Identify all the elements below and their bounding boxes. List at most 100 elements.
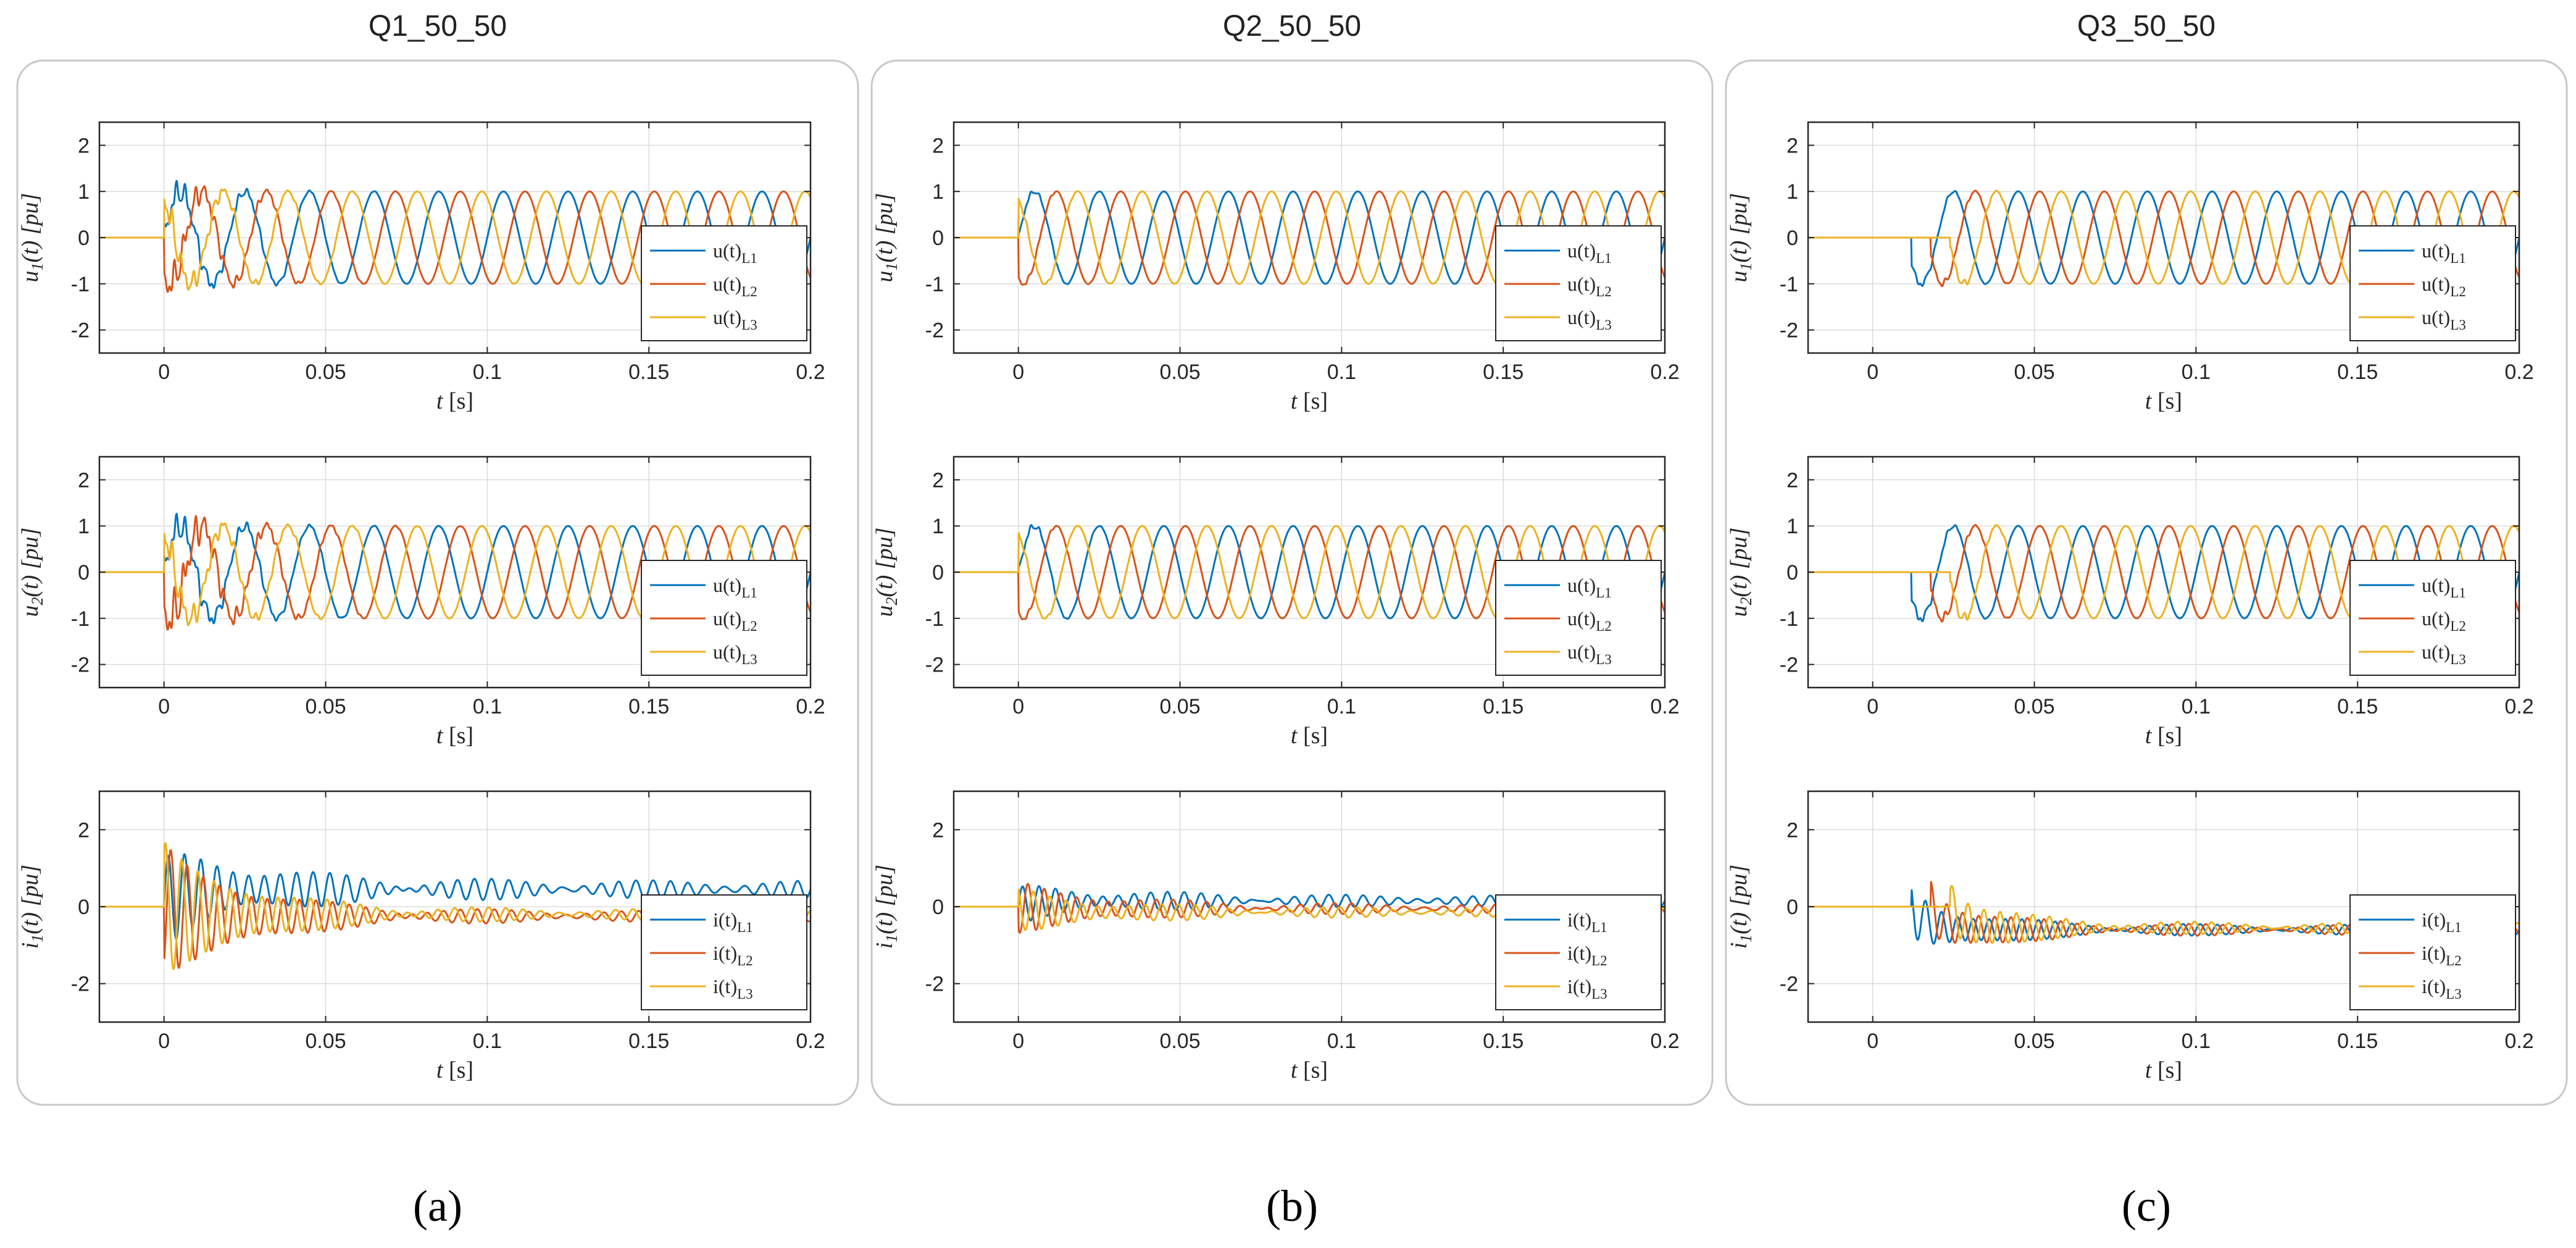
y-axis-label: u1(t) [pu] (872, 193, 901, 283)
legend-entry-base: u(t) (2422, 239, 2450, 262)
legend-entry: u(t)L3 (1567, 641, 1612, 667)
x-tick-label: 0 (158, 695, 170, 718)
x-axis-label-var: t (436, 723, 444, 749)
panel-caption: (c) (2122, 1181, 2171, 1231)
y-tick-label: -1 (1780, 607, 1798, 631)
legend-entry-base: i(t) (713, 909, 737, 931)
x-axis-label-var: t (1291, 388, 1298, 414)
x-tick-label: 0.15 (1483, 1030, 1524, 1053)
y-axis-label: u1(t) [pu] (17, 193, 46, 283)
y-tick-label: 2 (1786, 134, 1798, 157)
legend-entry: i(t)L3 (2422, 975, 2462, 1002)
series-line-l1 (99, 180, 811, 289)
legend-entry: u(t)L1 (713, 239, 757, 266)
legend-entry-base: i(t) (1567, 942, 1591, 964)
y-tick-label: 1 (932, 515, 944, 538)
legend-entry-sub: L2 (2450, 618, 2466, 634)
legend-entry-base: u(t) (2422, 306, 2450, 328)
x-tick-label: 0.1 (2182, 360, 2211, 384)
x-axis-label-unit: [s] (2151, 388, 2182, 414)
legend-entry-sub: L3 (2446, 986, 2462, 1002)
x-axis-label: t [s] (436, 1057, 473, 1083)
x-tick-label: 0 (1867, 695, 1878, 718)
legend-entry-base: u(t) (1567, 641, 1596, 663)
series-line-l1 (99, 853, 811, 940)
y-tick-label: 0 (78, 561, 90, 584)
y-tick-label: 0 (1786, 896, 1798, 919)
y-axis-label-sub: 2 (1737, 597, 1755, 605)
legend-entry-sub: L2 (1591, 953, 1607, 968)
x-axis-label-unit: [s] (1297, 723, 1328, 749)
legend-entry-base: i(t) (2422, 909, 2446, 931)
legend-entry: u(t)L2 (2422, 607, 2466, 634)
legend: i(t)L1i(t)L2i(t)L3 (2349, 894, 2516, 1010)
legend: i(t)L1i(t)L2i(t)L3 (1495, 894, 1662, 1010)
legend-entry-base: u(t) (713, 306, 741, 328)
legend-entry: u(t)L2 (1567, 273, 1612, 299)
x-tick-label: 0 (1012, 1030, 1024, 1053)
legend-entry: u(t)L2 (713, 607, 757, 634)
x-tick-label: 0.1 (1327, 1030, 1356, 1053)
legend-entry-base: i(t) (1567, 909, 1591, 931)
y-tick-label: -2 (925, 654, 944, 677)
x-tick-label: 0.05 (2014, 695, 2054, 718)
y-axis-label-sub: 1 (1737, 262, 1755, 270)
y-tick-label: 0 (1786, 227, 1798, 250)
legend-entry-sub: L1 (1596, 585, 1612, 601)
x-axis-label-unit: [s] (2151, 723, 2182, 749)
legend-entry-base: u(t) (2422, 273, 2450, 295)
legend-entry-sub: L2 (1596, 284, 1612, 299)
series-line-l1 (1808, 524, 2519, 623)
y-axis-label-var: i (1726, 942, 1752, 949)
y-axis-label-rest: (t) [pu] (1726, 528, 1752, 597)
x-axis-label: t [s] (1291, 1057, 1328, 1083)
x-axis-label: t [s] (1291, 388, 1328, 414)
legend-entry-base: i(t) (713, 942, 737, 964)
legend-entry-base: u(t) (1567, 607, 1596, 630)
y-axis-label-rest: (t) [pu] (1726, 865, 1752, 934)
x-tick-label: 0.05 (1159, 695, 1200, 718)
x-tick-label: 0.15 (628, 695, 669, 718)
y-tick-label: -1 (71, 607, 90, 631)
x-axis-label-var: t (2145, 1057, 2153, 1083)
legend-entry-sub: L1 (2446, 920, 2462, 935)
y-tick-label: 2 (78, 134, 90, 157)
y-tick-label: 1 (78, 180, 90, 204)
x-tick-label: 0.15 (1483, 360, 1524, 384)
y-tick-label: -2 (71, 319, 90, 343)
y-tick-label: 2 (78, 818, 90, 842)
legend-entry-sub: L1 (741, 251, 757, 266)
x-axis-label-var: t (2145, 388, 2153, 414)
y-tick-label: 0 (78, 896, 90, 919)
legend-entry-base: i(t) (1567, 975, 1591, 997)
x-tick-label: 0.2 (2504, 360, 2533, 384)
x-tick-label: 0.2 (796, 360, 825, 384)
x-axis-label: t [s] (436, 723, 473, 749)
x-tick-label: 0 (1012, 360, 1024, 384)
legend-entry-sub: L3 (1596, 317, 1612, 333)
x-tick-label: 0.05 (2014, 1030, 2054, 1053)
y-tick-label: -1 (1780, 273, 1798, 296)
legend-entry: u(t)L1 (2422, 574, 2466, 601)
x-axis-label-unit: [s] (443, 1057, 473, 1083)
y-axis-label: u1(t) [pu] (1726, 193, 1755, 283)
x-axis-label: t [s] (2145, 723, 2182, 749)
x-axis-label: t [s] (1291, 723, 1328, 749)
y-tick-label: 2 (932, 818, 944, 842)
legend-entry: u(t)L1 (1567, 574, 1612, 601)
y-tick-label: 2 (932, 134, 944, 157)
y-axis-label-var: i (872, 942, 898, 949)
legend-entry: i(t)L2 (713, 942, 753, 968)
y-axis-label-rest: (t) [pu] (872, 528, 898, 597)
legend-entry-base: u(t) (1567, 574, 1596, 596)
legend-entry-base: u(t) (1567, 239, 1596, 262)
legend-entry-base: u(t) (713, 574, 741, 596)
x-tick-label: 0 (1867, 1030, 1878, 1053)
